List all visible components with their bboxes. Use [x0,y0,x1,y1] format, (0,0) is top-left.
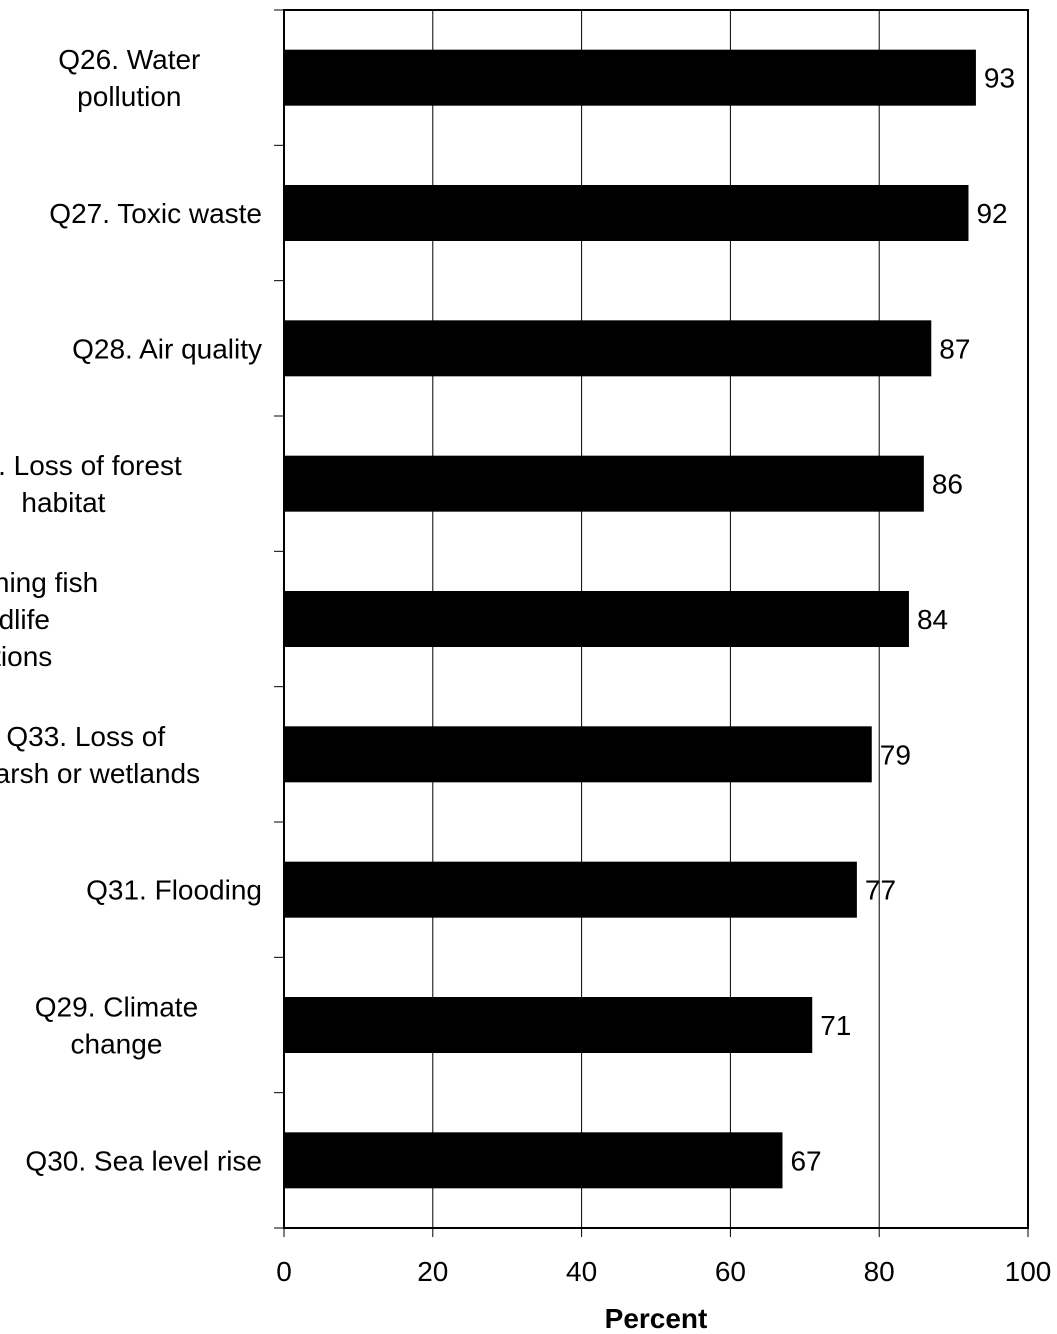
x-tick-label: 80 [864,1256,895,1287]
data-labels: 93 92 87 86 84 79 77 71 67 [790,63,1015,1177]
category-label: Q32. Declining fish and wildlife populatio… [0,567,98,672]
category-label-line: Q34. Loss of forest [0,450,182,481]
bar [284,997,813,1053]
category-label: Q31. Flooding [86,875,262,906]
category-label-line: pollution [77,81,181,112]
category-labels: Q26. Water pollution Q27. Toxic waste Q28. … [0,44,262,1176]
data-label: 92 [976,198,1007,229]
category-label-line: populations [0,641,52,672]
category-label-line: Q33. Loss of [6,721,165,752]
category-label-line: Q30. Sea level rise [25,1145,262,1176]
data-label: 86 [932,469,963,500]
x-tick-label: 100 [1005,1256,1052,1287]
category-label-line: change [71,1029,163,1060]
category-label: Q30. Sea level rise [25,1145,262,1176]
axis-ticks [274,9,1029,1237]
data-label: 93 [984,63,1015,94]
category-label-line: Q27. Toxic waste [49,198,262,229]
category-label-line: marsh or wetlands [0,758,200,789]
category-label-line: and wildlife [0,604,50,635]
category-label: Q27. Toxic waste [49,198,262,229]
x-tick-label: 60 [715,1256,746,1287]
category-label-line: Q28. Air quality [72,333,262,364]
bar [284,320,932,377]
category-label-line: Q32. Declining fish [0,567,98,598]
bar [284,591,909,647]
category-label-line: Q29. Climate [35,992,198,1023]
category-label: Q29. Climate change [35,992,198,1060]
data-label: 71 [820,1010,851,1041]
bar [284,1132,783,1189]
x-axis-title: Percent [605,1303,708,1334]
category-label: Q33. Loss of marsh or wetlands [0,721,200,789]
bar [284,726,872,783]
x-tick-label: 0 [276,1256,292,1287]
bar [284,185,969,241]
x-tick-label: 40 [566,1256,597,1287]
category-label-line: Q31. Flooding [86,875,262,906]
data-label: 87 [939,333,970,364]
category-label-line: Q26. Water [58,44,200,75]
data-label: 84 [917,604,948,635]
x-tick-labels: 0 20 40 60 80 100 [276,1256,1051,1287]
bar [284,861,857,918]
data-label: 77 [865,875,896,906]
category-label: Q26. Water pollution [58,44,200,112]
bar [284,49,976,106]
data-label: 79 [880,739,911,770]
x-tick-label: 20 [417,1256,448,1287]
bar [284,455,924,512]
category-label: Q34. Loss of forest habitat [0,450,182,518]
category-label-line: habitat [21,487,105,518]
bars [284,49,976,1189]
data-label: 67 [790,1145,821,1176]
category-label: Q28. Air quality [72,333,262,364]
